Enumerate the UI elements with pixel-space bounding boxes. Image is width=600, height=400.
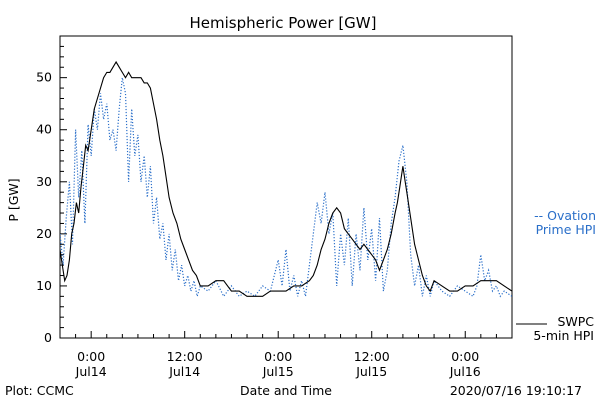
x-axis: 0:00Jul1412:00Jul140:00Jul1512:00Jul150:… xyxy=(75,331,513,379)
y-tick-label: 40 xyxy=(36,122,52,137)
x-tick-date: Jul14 xyxy=(168,364,200,379)
legend: -- Ovation Prime HPI SWPC 5-min HPI xyxy=(516,208,596,343)
x-tick-label: 12:00 xyxy=(167,349,203,364)
y-axis: 0 10 20 30 40 50 xyxy=(36,45,67,345)
y-tick-label: 0 xyxy=(44,330,52,345)
y-tick-label: 10 xyxy=(36,278,52,293)
timestamp: 2020/07/16 19:10:17 xyxy=(450,383,582,398)
x-tick-date: Jul16 xyxy=(449,364,481,379)
y-tick-label: 20 xyxy=(36,226,52,241)
x-tick-date: Jul15 xyxy=(262,364,294,379)
y-tick-label: 50 xyxy=(36,70,52,85)
x-tick-label: 12:00 xyxy=(354,349,390,364)
legend-swpc-line1: SWPC xyxy=(557,314,594,329)
x-tick-date: Jul14 xyxy=(75,364,107,379)
y-axis-label: P [GW] xyxy=(6,178,21,221)
x-axis-label: Date and Time xyxy=(240,383,332,398)
legend-swpc-line2: 5-min HPI xyxy=(533,328,594,343)
series-layer xyxy=(60,60,512,298)
chart-title: Hemispheric Power [GW] xyxy=(190,14,377,32)
x-tick-label: 0:00 xyxy=(77,349,105,364)
y-tick-label: 30 xyxy=(36,174,52,189)
legend-ovation-line1: -- Ovation xyxy=(534,208,596,223)
x-tick-label: 0:00 xyxy=(451,349,479,364)
plot-frame xyxy=(59,35,513,339)
plot-credit: Plot: CCMC xyxy=(5,383,74,398)
x-tick-label: 0:00 xyxy=(264,349,292,364)
legend-ovation-line2: Prime HPI xyxy=(536,222,596,237)
series-swpc-5min-hpi xyxy=(60,60,512,297)
x-tick-date: Jul15 xyxy=(355,364,387,379)
series-ovation-prime-hpi xyxy=(60,77,512,298)
